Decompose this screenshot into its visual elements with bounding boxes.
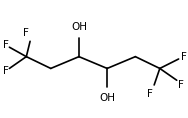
Text: F: F bbox=[3, 40, 9, 50]
Text: F: F bbox=[147, 89, 153, 99]
Text: F: F bbox=[23, 28, 29, 38]
Text: OH: OH bbox=[99, 93, 115, 103]
Text: F: F bbox=[177, 80, 183, 90]
Text: F: F bbox=[3, 66, 9, 76]
Text: F: F bbox=[181, 52, 187, 62]
Text: OH: OH bbox=[71, 22, 87, 32]
